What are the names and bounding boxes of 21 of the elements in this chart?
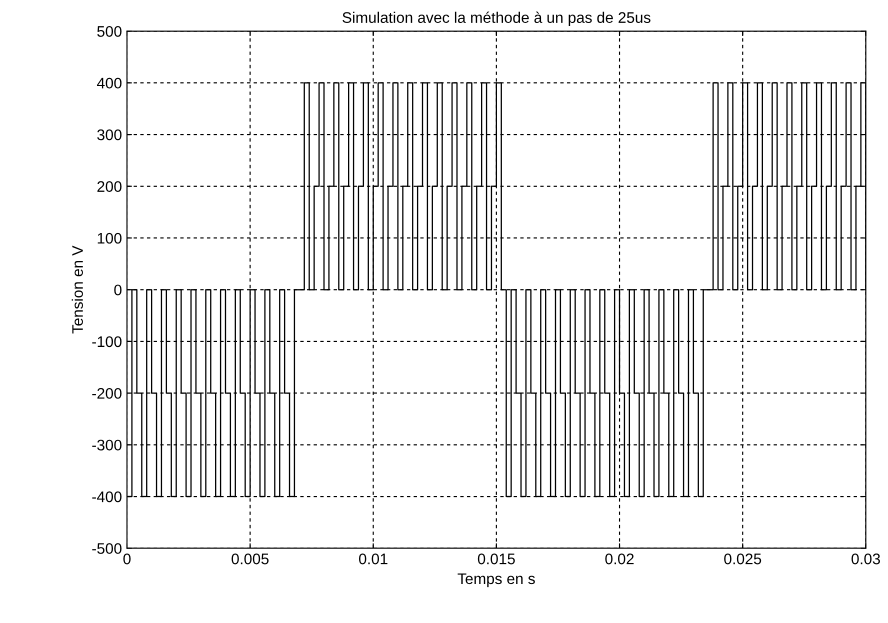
y-tick-label: 100 [98,232,122,244]
x-axis-title: Temps en s [458,573,535,588]
x-tick-label: 0.025 [724,554,762,564]
y-tick-label: -300 [92,440,122,451]
x-tick-label: 0 [123,554,131,564]
x-tick-label: 0.005 [232,554,269,564]
y-tick-label: -500 [92,543,122,554]
x-tick-label: 0.01 [358,554,388,564]
y-tick-label: 400 [96,78,122,89]
y-tick-label: 500 [97,26,122,37]
x-tick-label: 0.015 [478,554,515,564]
y-tick-label: 300 [97,129,122,140]
y-tick-label: 0 [114,284,122,296]
y-tick-label: 200 [97,181,122,192]
chart-title: Simulation avec la méthode à un pas de 25us [342,12,650,26]
y-tick-label: -100 [92,336,122,348]
y-axis-title: Tension en V [72,246,83,334]
x-tick-label: 0.03 [852,554,880,564]
y-tick-label: -400 [92,491,122,502]
y-tick-label: -200 [92,388,122,399]
x-tick-label: 0.02 [605,554,634,564]
